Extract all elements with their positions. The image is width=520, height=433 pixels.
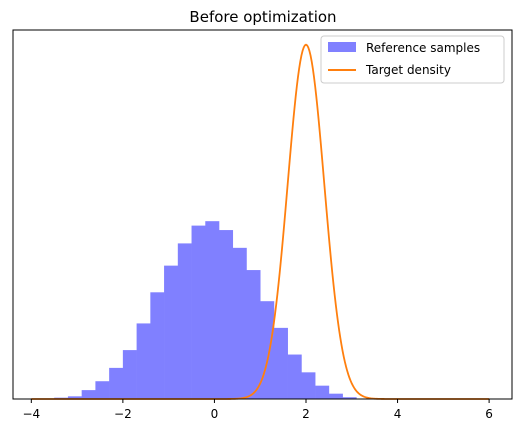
- x-tick-label: 0: [211, 407, 219, 421]
- histogram-bar: [246, 270, 261, 399]
- histogram-bar: [328, 393, 343, 399]
- x-tick-label: 2: [302, 407, 310, 421]
- x-tick-label: −2: [114, 407, 132, 421]
- histogram-bar: [219, 230, 234, 399]
- histogram-bar: [95, 381, 110, 399]
- legend-swatch-reference-samples: [328, 42, 356, 52]
- histogram-bar: [122, 350, 137, 399]
- histogram-bar: [109, 367, 124, 399]
- histogram-bar: [260, 301, 275, 399]
- histogram-bar: [164, 265, 179, 399]
- plot-frame: [12, 29, 513, 400]
- histogram-bar: [315, 385, 330, 399]
- histogram-bar: [150, 292, 165, 399]
- histogram-bar: [273, 327, 288, 399]
- histogram-bar: [177, 243, 192, 399]
- legend-label-reference-samples: Reference samples: [366, 41, 480, 55]
- legend-label-target-density: Target density: [365, 63, 451, 77]
- histogram-bar: [205, 221, 220, 399]
- legend: Reference samples Target density: [320, 35, 505, 84]
- x-tick-label: 4: [394, 407, 402, 421]
- x-tick-label: 6: [485, 407, 493, 421]
- histogram-bar: [342, 397, 357, 399]
- histogram-bar: [67, 396, 82, 399]
- chart-title: Before optimization: [189, 8, 336, 26]
- histogram-bar: [191, 225, 206, 399]
- histogram-bar: [136, 323, 151, 399]
- legend-box: [320, 35, 505, 84]
- histogram-bar: [81, 390, 96, 399]
- histogram-bar: [232, 247, 247, 399]
- histogram-bars: [40, 221, 371, 399]
- histogram-bar: [301, 372, 316, 399]
- x-tick-label: −4: [22, 407, 40, 421]
- x-axis-ticks: −4 −2 0 2 4 6: [22, 399, 493, 421]
- histogram-bar: [287, 354, 302, 399]
